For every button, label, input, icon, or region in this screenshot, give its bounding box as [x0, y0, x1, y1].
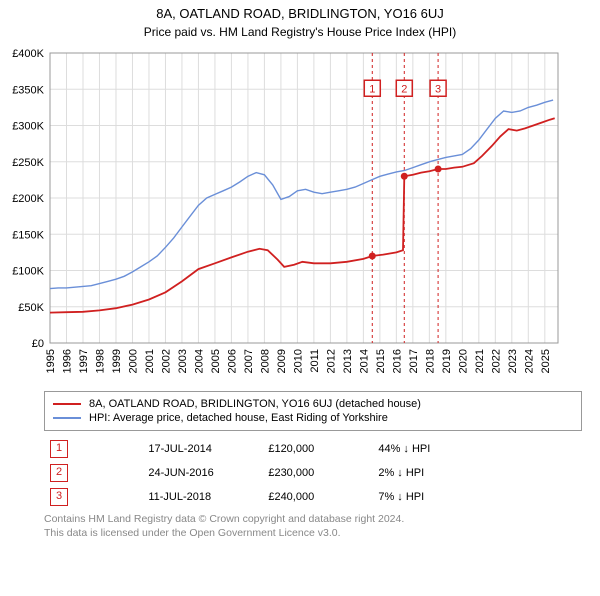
event-date: 11-JUL-2018 — [142, 485, 262, 509]
svg-text:2024: 2024 — [523, 349, 535, 373]
event-price: £230,000 — [262, 461, 372, 485]
legend: 8A, OATLAND ROAD, BRIDLINGTON, YO16 6UJ … — [44, 391, 582, 431]
legend-row: HPI: Average price, detached house, East… — [53, 412, 573, 424]
svg-text:2002: 2002 — [160, 349, 172, 373]
svg-text:2004: 2004 — [193, 349, 205, 373]
footer-attribution: Contains HM Land Registry data © Crown c… — [44, 513, 582, 540]
svg-text:1998: 1998 — [94, 349, 106, 373]
event-delta: 44% ↓ HPI — [372, 437, 582, 461]
footer-line-2: This data is licensed under the Open Gov… — [44, 527, 582, 541]
svg-text:2007: 2007 — [243, 349, 255, 373]
events-table: 1 17-JUL-2014£120,00044% ↓ HPI 2 24-JUN-201… — [44, 437, 582, 509]
svg-text:£400K: £400K — [12, 48, 44, 60]
svg-text:2014: 2014 — [358, 349, 370, 373]
svg-text:2: 2 — [401, 83, 407, 95]
event-delta: 7% ↓ HPI — [372, 485, 582, 509]
svg-text:2010: 2010 — [292, 349, 304, 373]
svg-text:£50K: £50K — [18, 302, 44, 314]
event-badge: 3 — [50, 488, 68, 506]
svg-text:2022: 2022 — [490, 349, 502, 373]
svg-text:2009: 2009 — [276, 349, 288, 373]
event-price: £240,000 — [262, 485, 372, 509]
event-badge: 2 — [50, 464, 68, 482]
line-chart-svg: £0 £50K £100K £150K £200K £250K £300K £350K £400… — [6, 45, 566, 385]
event-row: 3 11-JUL-2018£240,0007% ↓ HPI — [44, 485, 582, 509]
chart-container: 8A, OATLAND ROAD, BRIDLINGTON, YO16 6UJ … — [0, 6, 600, 596]
chart-title: 8A, OATLAND ROAD, BRIDLINGTON, YO16 6UJ — [0, 6, 600, 21]
svg-text:1996: 1996 — [61, 349, 73, 373]
svg-text:2023: 2023 — [507, 349, 519, 373]
legend-swatch — [53, 417, 81, 419]
svg-text:2008: 2008 — [259, 349, 271, 373]
svg-text:£150K: £150K — [12, 229, 44, 241]
event-badge-cell: 3 — [44, 485, 142, 509]
event-badge: 1 — [50, 440, 68, 458]
chart-plot: £0 £50K £100K £150K £200K £250K £300K £350K £400… — [6, 45, 590, 385]
legend-row: 8A, OATLAND ROAD, BRIDLINGTON, YO16 6UJ … — [53, 398, 573, 410]
svg-text:2012: 2012 — [325, 349, 337, 373]
event-row: 2 24-JUN-2016£230,0002% ↓ HPI — [44, 461, 582, 485]
svg-text:2025: 2025 — [540, 349, 552, 373]
svg-text:£250K: £250K — [12, 157, 44, 169]
svg-text:£200K: £200K — [12, 193, 44, 205]
svg-text:2006: 2006 — [226, 349, 238, 373]
svg-text:2003: 2003 — [177, 349, 189, 373]
event-date: 17-JUL-2014 — [142, 437, 262, 461]
legend-swatch — [53, 403, 81, 405]
svg-text:2020: 2020 — [457, 349, 469, 373]
svg-text:2011: 2011 — [309, 349, 321, 373]
svg-text:2000: 2000 — [127, 349, 139, 373]
legend-label: HPI: Average price, detached house, East… — [89, 412, 388, 424]
legend-label: 8A, OATLAND ROAD, BRIDLINGTON, YO16 6UJ … — [89, 398, 421, 410]
chart-subtitle: Price paid vs. HM Land Registry's House … — [0, 25, 600, 39]
svg-text:2013: 2013 — [342, 349, 354, 373]
event-badge-cell: 1 — [44, 437, 142, 461]
svg-text:£0: £0 — [32, 338, 44, 350]
event-delta: 2% ↓ HPI — [372, 461, 582, 485]
footer-line-1: Contains HM Land Registry data © Crown c… — [44, 513, 582, 527]
svg-text:3: 3 — [435, 83, 441, 95]
svg-text:£300K: £300K — [12, 121, 44, 133]
svg-text:2015: 2015 — [375, 349, 387, 373]
event-row: 1 17-JUL-2014£120,00044% ↓ HPI — [44, 437, 582, 461]
svg-text:2021: 2021 — [474, 349, 486, 373]
svg-text:2019: 2019 — [441, 349, 453, 373]
svg-text:2001: 2001 — [144, 349, 156, 373]
svg-text:1: 1 — [369, 83, 375, 95]
svg-text:£100K: £100K — [12, 266, 44, 278]
svg-text:2016: 2016 — [391, 349, 403, 373]
svg-text:1995: 1995 — [45, 349, 57, 373]
svg-text:2017: 2017 — [408, 349, 420, 373]
event-date: 24-JUN-2016 — [142, 461, 262, 485]
svg-text:£350K: £350K — [12, 84, 44, 96]
svg-text:1999: 1999 — [111, 349, 123, 373]
svg-text:1997: 1997 — [78, 349, 90, 373]
event-price: £120,000 — [262, 437, 372, 461]
event-badge-cell: 2 — [44, 461, 142, 485]
svg-text:2018: 2018 — [424, 349, 436, 373]
svg-text:2005: 2005 — [210, 349, 222, 373]
